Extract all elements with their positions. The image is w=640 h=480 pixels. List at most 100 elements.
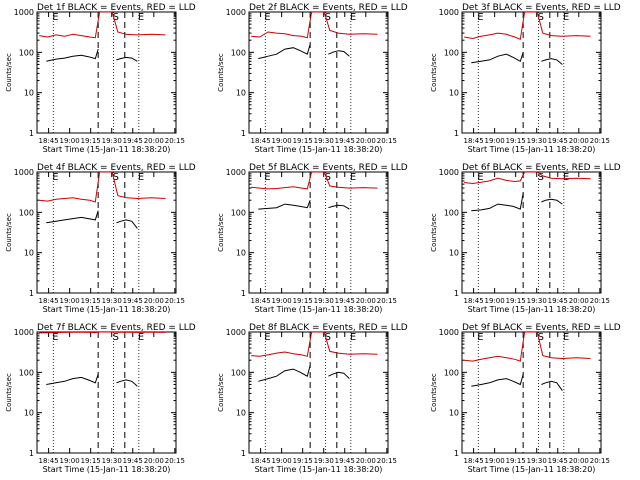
x-tick-label: 19:15 [81,297,101,305]
events-series-line [471,52,524,64]
interval-label: E [52,172,58,183]
axes-frame [36,11,177,134]
panel-title: Det 3f BLACK = Events, RED = LLD [462,3,621,13]
y-tick-label: 10 [449,89,459,98]
panel-2: Det 2f BLACK = Events, RED = LLD Counts/s… [217,3,408,154]
x-tick-label: 18:45 [464,137,484,145]
events-series-line [258,43,311,60]
y-tick-label: 1 [454,129,459,138]
interval-label: E [264,172,270,183]
x-tick-label: 19:45 [548,137,568,145]
x-tick-label: 20:15 [590,457,610,465]
x-tick-label: 19:00 [485,457,505,465]
y-axis-label: Counts/sec [430,373,438,412]
y-tick-label: 100 [231,368,246,377]
x-tick-label: 20:15 [590,137,610,145]
y-tick-label: 100 [19,208,34,217]
interval-label: E [52,332,58,343]
y-axis-label: Counts/sec [217,53,225,92]
interval-label: S [325,12,331,23]
x-tick-label: 19:00 [272,137,292,145]
y-axis-label: Counts/sec [217,213,225,252]
lld-series-line [464,172,591,185]
events-series-line [541,58,563,65]
panel-title: Det 5f BLACK = Events, RED = LLD [249,163,408,173]
interval-label: E [563,172,569,183]
x-tick-label: 20:15 [590,297,610,305]
y-tick-label: 10 [449,409,459,418]
x-tick-label: 18:45 [251,457,271,465]
y-axis-label: Counts/sec [5,213,13,252]
x-axis-label: Start Time (15-Jan-11 18:38:20) [43,465,171,474]
x-tick-label: 19:15 [293,137,313,145]
y-tick-label: 1 [29,129,34,138]
x-tick-label: 19:15 [81,137,101,145]
x-tick-label: 19:45 [123,457,143,465]
x-tick-label: 19:45 [335,137,355,145]
y-axis-label: Counts/sec [5,373,13,412]
x-tick-label: 19:30 [314,297,334,305]
y-tick-label: 10 [236,89,246,98]
panel-1: Det 1f BLACK = Events, RED = LLD Counts/s… [5,3,196,154]
interval-label: S [325,332,331,343]
y-tick-label: 100 [19,48,34,57]
x-tick-label: 19:15 [81,457,101,465]
x-tick-label: 20:00 [144,297,164,305]
interval-label: S [113,172,119,183]
x-tick-label: 19:30 [527,297,547,305]
x-tick-label: 19:00 [485,297,505,305]
interval-label: E [350,332,356,343]
y-tick-label: 1000 [439,8,459,17]
x-tick-label: 20:00 [569,137,589,145]
events-series-line [46,48,99,62]
x-tick-label: 19:45 [335,457,355,465]
x-tick-label: 19:00 [272,297,292,305]
axes-frame [461,331,602,454]
interval-label: S [538,12,544,23]
x-tick-label: 20:15 [165,297,185,305]
lld-series-line [39,332,166,334]
x-tick-label: 19:30 [527,137,547,145]
interval-label: E [52,12,58,23]
events-series-line [258,200,311,210]
x-tick-label: 18:45 [39,137,59,145]
y-tick-label: 10 [449,249,459,258]
y-axis-label: Counts/sec [430,213,438,252]
x-tick-label: 19:45 [548,297,568,305]
x-axis-label: Start Time (15-Jan-11 18:38:20) [255,465,383,474]
y-tick-label: 100 [231,208,246,217]
x-tick-label: 20:00 [569,297,589,305]
y-tick-label: 100 [19,368,34,377]
y-axis-label: Counts/sec [217,373,225,412]
panel-title: Det 2f BLACK = Events, RED = LLD [249,3,408,13]
lld-series-line [251,172,378,190]
events-series-line [541,380,563,391]
x-tick-label: 20:15 [377,297,397,305]
x-tick-label: 18:45 [464,297,484,305]
axes-frame [36,171,177,294]
interval-label: E [350,12,356,23]
y-tick-label: 1000 [226,328,246,337]
x-tick-label: 19:45 [335,297,355,305]
x-tick-label: 19:30 [314,137,334,145]
y-tick-label: 10 [236,249,246,258]
x-tick-label: 19:00 [272,457,292,465]
y-tick-label: 1 [241,129,246,138]
x-tick-label: 20:15 [377,457,397,465]
panel-title: Det 8f BLACK = Events, RED = LLD [249,323,408,333]
y-tick-label: 1000 [439,328,459,337]
interval-label: E [477,172,483,183]
x-tick-label: 20:00 [356,137,376,145]
x-tick-label: 20:00 [356,297,376,305]
y-tick-label: 1000 [14,328,34,337]
x-tick-label: 20:15 [165,137,185,145]
interval-label: S [538,332,544,343]
x-tick-label: 20:00 [144,137,164,145]
interval-label: E [563,332,569,343]
axes-frame [248,171,389,294]
y-tick-label: 10 [24,249,34,258]
axes-frame [248,331,389,454]
x-tick-label: 19:30 [314,457,334,465]
y-tick-label: 1 [241,289,246,298]
